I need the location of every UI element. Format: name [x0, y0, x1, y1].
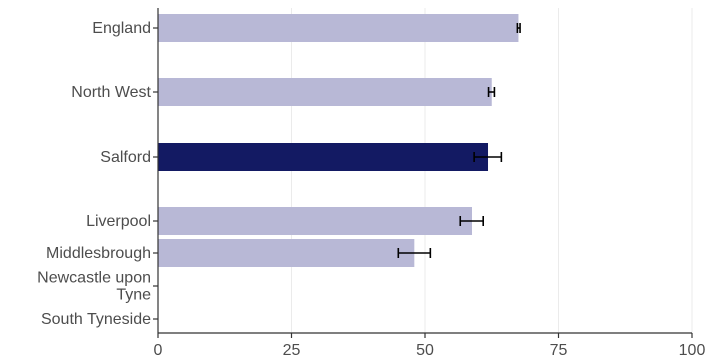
- category-label: Liverpool: [86, 213, 151, 230]
- error-bar-middlesbrough: [397, 248, 432, 258]
- error-bars: [397, 23, 521, 258]
- error-bar-north-west: [487, 87, 496, 97]
- category-label: England: [92, 20, 151, 37]
- bar-liverpool: [158, 207, 472, 235]
- category-label: Newcastle upon Tyne: [37, 270, 151, 304]
- x-tick-label: 100: [679, 342, 706, 359]
- x-tick-label: 25: [283, 342, 301, 359]
- error-bar-liverpool: [459, 216, 485, 226]
- axes: [153, 8, 693, 338]
- bar-middlesbrough: [158, 239, 415, 267]
- category-label: Salford: [100, 149, 151, 166]
- error-bar-england: [516, 23, 521, 33]
- category-label: North West: [71, 84, 151, 101]
- x-tick-label: 75: [550, 342, 568, 359]
- x-tick-label: 50: [416, 342, 434, 359]
- x-tick-label: 0: [154, 342, 163, 359]
- category-label: South Tyneside: [41, 311, 151, 328]
- tick-labels: England North West Salford Liverpool Middles…: [37, 20, 705, 359]
- bar-england: [158, 14, 519, 42]
- error-bar-salford: [473, 152, 503, 162]
- bar-salford: [158, 143, 489, 171]
- category-label: Middlesbrough: [46, 245, 151, 262]
- bar-north-west: [158, 78, 492, 106]
- bars: [158, 14, 519, 267]
